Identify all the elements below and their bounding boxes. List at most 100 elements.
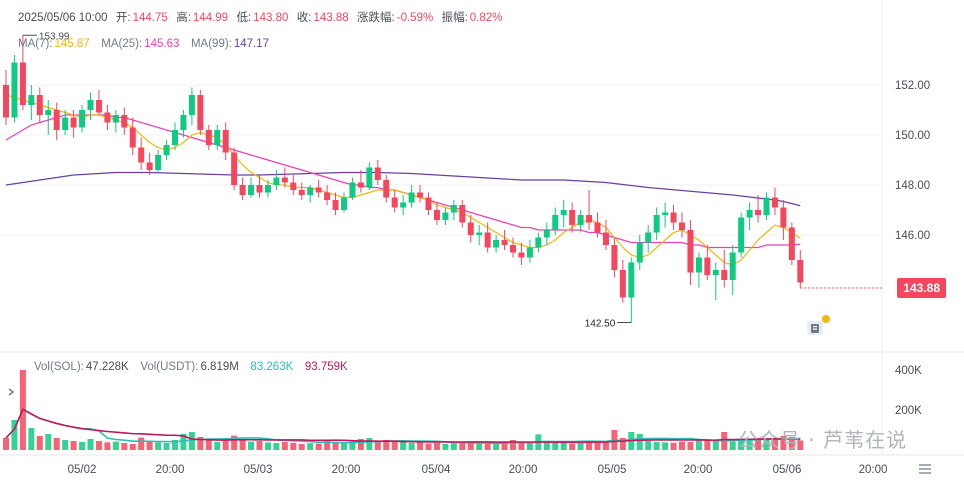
- candle-body: [391, 197, 398, 208]
- volume-bar: [11, 420, 18, 450]
- candle-body: [450, 205, 457, 213]
- volume-bar: [28, 428, 35, 450]
- candle-body: [425, 197, 432, 210]
- candle-body: [222, 130, 229, 153]
- candle-body: [366, 167, 373, 188]
- volume-bar: [433, 442, 440, 450]
- volume-bar: [400, 442, 407, 450]
- volume-bar: [205, 439, 212, 450]
- candle-body: [290, 182, 297, 190]
- volume-bar: [290, 442, 297, 450]
- time-tick-label: 05/06: [773, 464, 802, 476]
- volume-bar: [450, 443, 457, 450]
- candle-body: [459, 205, 466, 223]
- candle-body: [374, 167, 381, 180]
- candle-body: [11, 62, 18, 118]
- candle-body: [493, 240, 500, 248]
- volume-bar: [3, 438, 9, 450]
- candle-body: [239, 185, 246, 195]
- candle-body: [172, 130, 178, 145]
- volume-bar: [341, 442, 347, 450]
- price-tick-label: 150.00: [895, 130, 930, 142]
- volume-ma-lines: [5, 408, 801, 444]
- volume-bar: [771, 440, 778, 450]
- candle-body: [510, 245, 516, 253]
- volume-bar: [712, 440, 719, 450]
- candle-body: [636, 242, 643, 263]
- candle-body: [53, 110, 60, 130]
- amplitude-label: 振幅:: [441, 12, 468, 24]
- candle-body: [214, 130, 221, 145]
- volume-bar: [214, 442, 221, 450]
- volume-bar: [248, 441, 255, 450]
- candle-body: [729, 252, 736, 280]
- volume-bar: [425, 443, 432, 450]
- volume-bar: [662, 442, 669, 450]
- ma99-value: 147.17: [233, 38, 270, 50]
- volume-bar: [484, 443, 491, 450]
- volume-bar: [560, 443, 567, 450]
- time-tick-label: 20:00: [509, 464, 538, 476]
- volume-bar: [510, 440, 516, 450]
- volume-bar: [552, 442, 559, 450]
- volume-bar: [281, 442, 288, 450]
- candle-body: [357, 182, 364, 188]
- note-icon[interactable]: [806, 320, 824, 336]
- candle-body: [560, 210, 567, 215]
- low-label: 低:: [236, 12, 252, 24]
- volume-bar: [746, 439, 753, 450]
- volume-bar: [586, 441, 593, 450]
- candle-body: [442, 212, 449, 220]
- volume-bar: [543, 441, 550, 450]
- volume-bar: [391, 441, 398, 450]
- volume-bar: [298, 444, 305, 450]
- candle-body: [341, 197, 347, 210]
- candle-body: [653, 215, 660, 233]
- candle-body: [87, 100, 94, 110]
- volume-bar: [87, 439, 94, 450]
- volume-bar: [256, 441, 263, 450]
- volume-bar: [493, 444, 500, 450]
- volume-bar: [476, 442, 483, 450]
- time-tick-label: 20:00: [684, 464, 713, 476]
- chart-grid: [0, 0, 964, 456]
- volume-bar: [264, 442, 271, 450]
- volume-bar: [53, 438, 60, 450]
- volume-bar: [146, 442, 153, 450]
- ma7-label: MA(7):: [18, 38, 53, 50]
- volume-bar: [653, 442, 660, 450]
- volume-bar: [670, 442, 677, 450]
- candle-body: [400, 202, 407, 208]
- candle-body: [155, 155, 162, 170]
- volume-tick-label: 400K: [895, 365, 922, 377]
- candle-body: [594, 222, 601, 233]
- high-marker-label: 153.99: [39, 31, 70, 42]
- volume-bar: [577, 442, 584, 450]
- candle-body: [281, 177, 288, 183]
- candle-body: [712, 270, 719, 275]
- ma-legend: MA(7): 145.87 MA(25): 145.63 MA(99): 147.17: [18, 38, 271, 50]
- candle-body: [298, 190, 305, 195]
- ma7-value: 145.87: [54, 38, 90, 50]
- volume-bar: [366, 438, 373, 450]
- volume-bar: [62, 440, 69, 450]
- candle-body: [146, 162, 153, 170]
- candle-body: [256, 185, 263, 193]
- candle-body: [112, 115, 119, 123]
- vol-ma-b-value: 93.759K: [304, 361, 348, 373]
- candle-body: [788, 227, 795, 260]
- volume-bar: [780, 436, 787, 450]
- candle-body: [501, 240, 508, 245]
- candle-body: [797, 260, 804, 283]
- resize-handle-icon[interactable]: [916, 460, 934, 476]
- open-value: 144.75: [132, 12, 168, 24]
- volume-bar: [459, 443, 466, 450]
- close-value: 143.88: [313, 12, 349, 24]
- ma25-label: MA(25):: [101, 38, 143, 50]
- candle-body: [205, 130, 212, 145]
- candle-body: [704, 257, 711, 275]
- candle-body: [231, 152, 238, 185]
- candle-body: [518, 252, 525, 258]
- collapse-arrow-icon[interactable]: [6, 384, 16, 400]
